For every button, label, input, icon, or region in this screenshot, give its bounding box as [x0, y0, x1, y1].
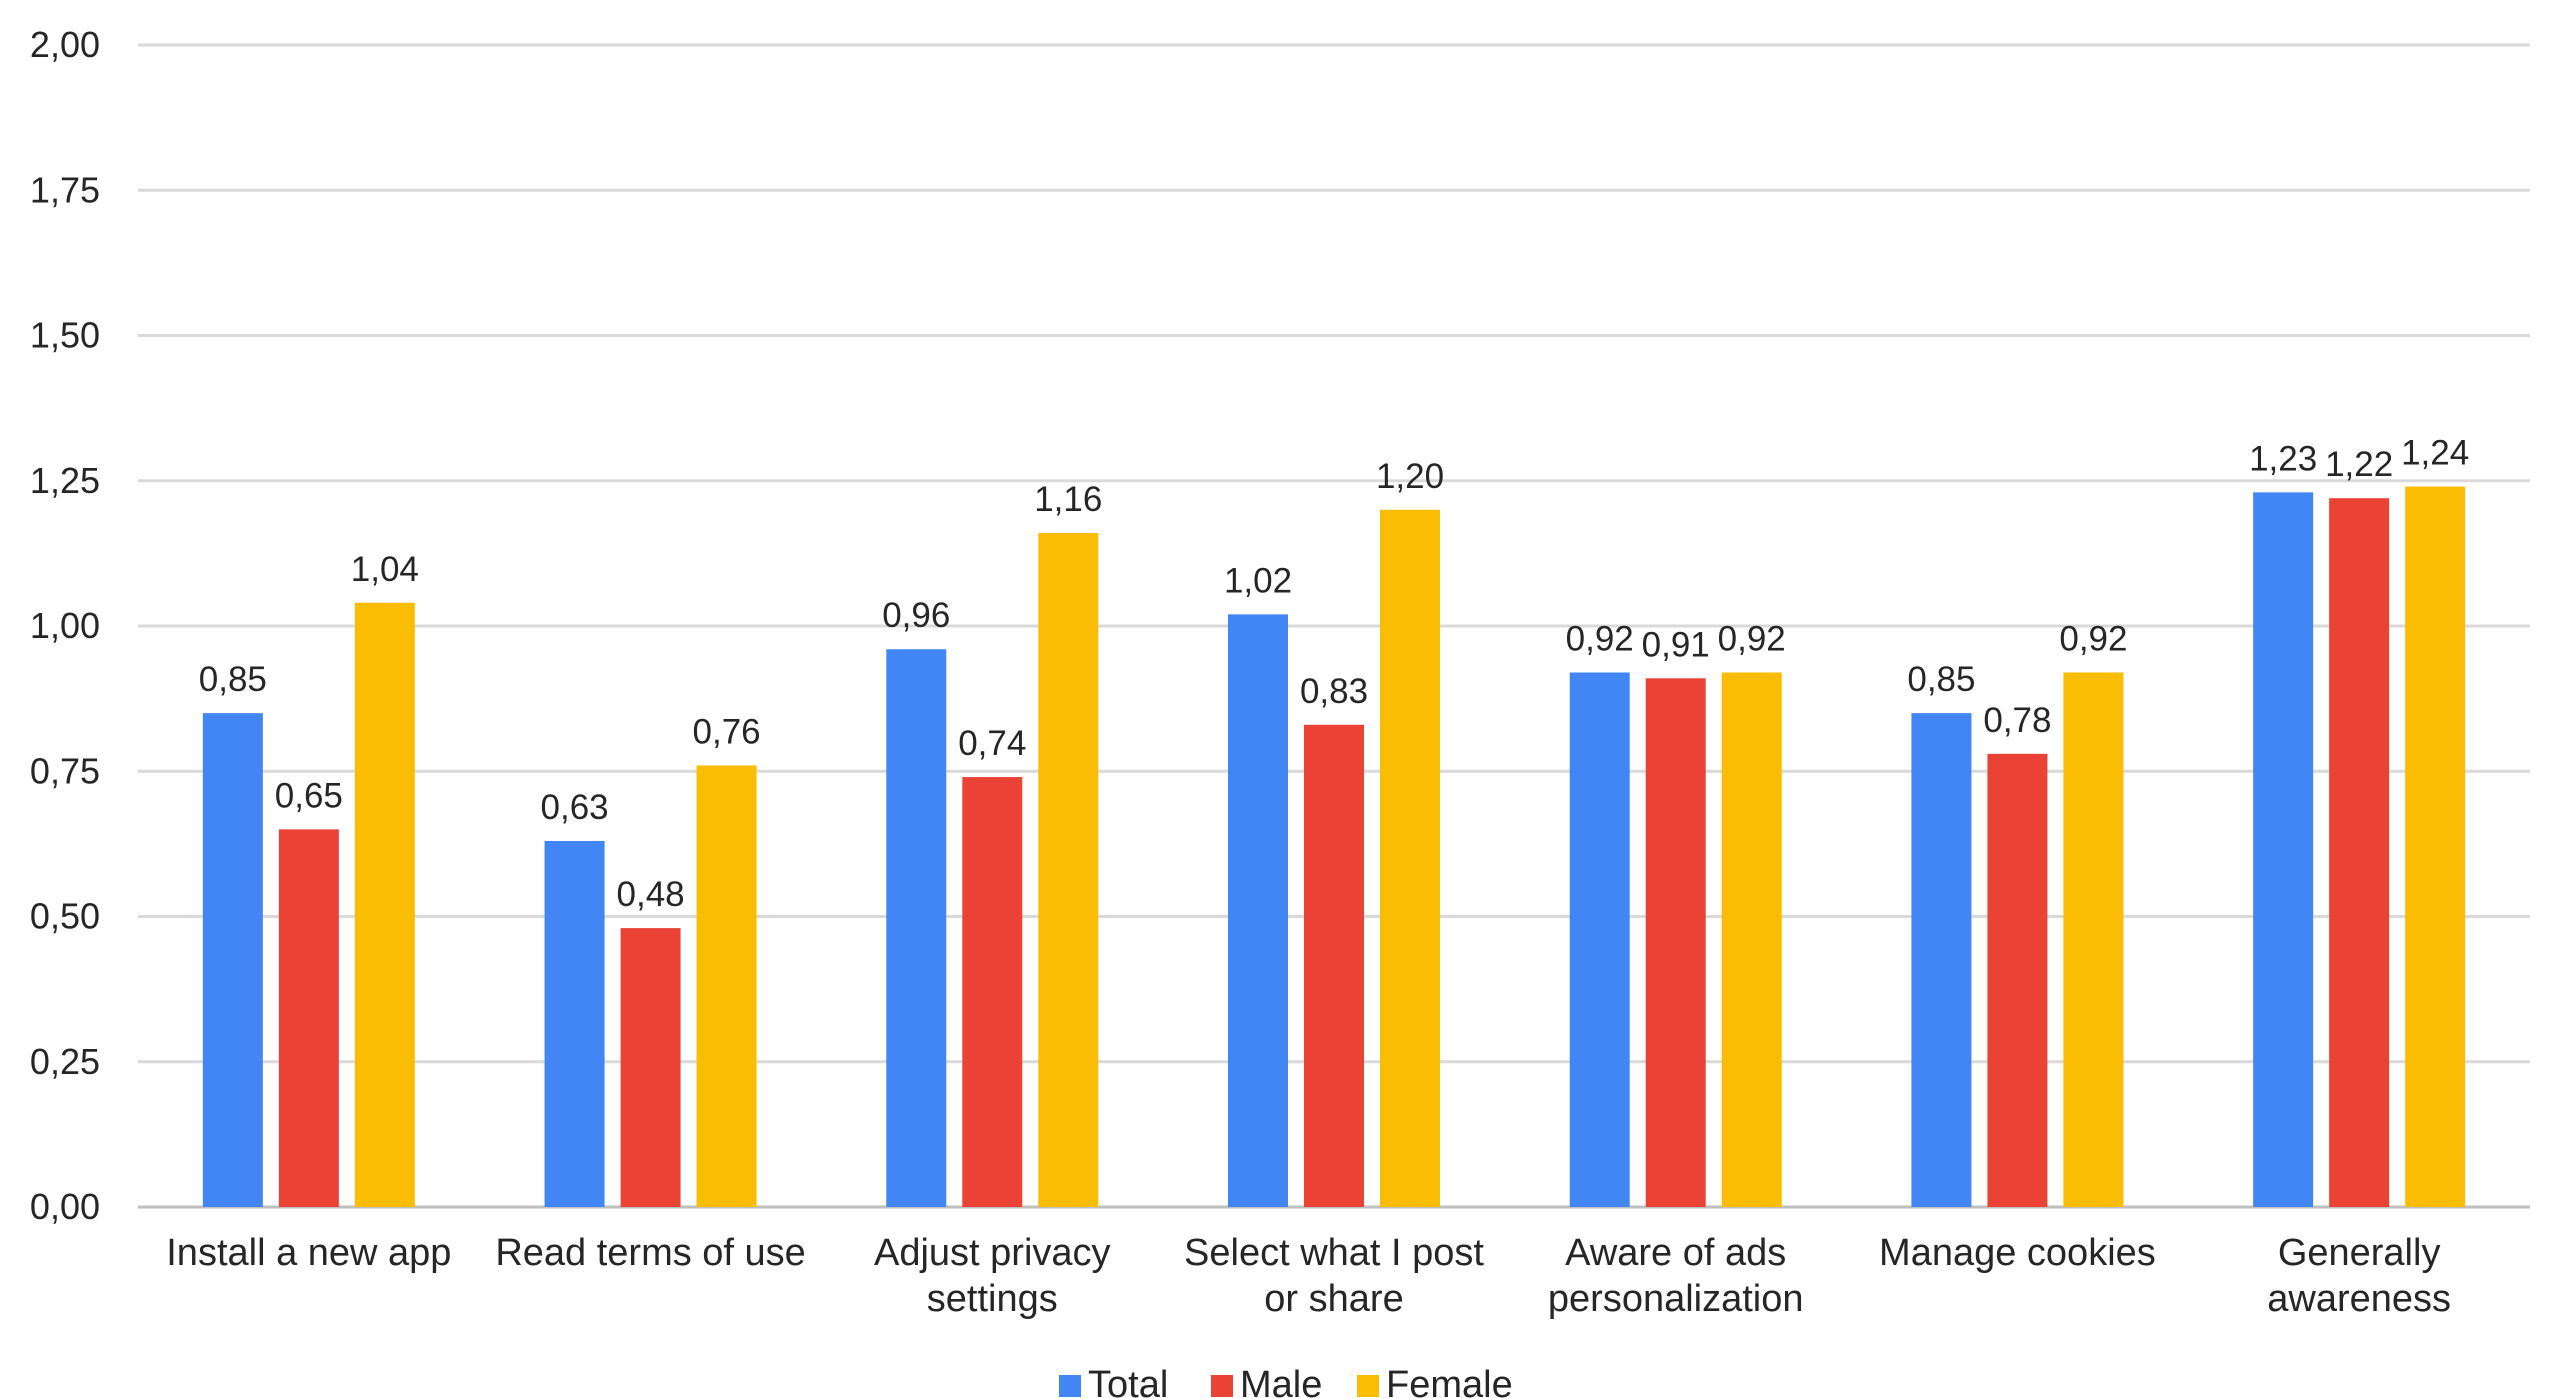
data-label: 0,63 — [541, 788, 609, 827]
bar-total[interactable] — [1228, 614, 1288, 1207]
data-label: 0,76 — [693, 712, 761, 751]
bar-female[interactable] — [1721, 672, 1782, 1207]
bar-total[interactable] — [1911, 713, 1972, 1207]
legend-swatch — [1357, 1375, 1379, 1397]
bars — [202, 486, 2466, 1207]
data-label: 0,83 — [1300, 672, 1368, 711]
bar-female[interactable] — [696, 765, 757, 1207]
x-tick-label: settings — [927, 1278, 1058, 1320]
y-tick-label: 0,00 — [30, 1186, 100, 1227]
data-label: 1,02 — [1224, 561, 1292, 600]
data-label: 0,74 — [958, 724, 1026, 763]
data-label: 0,78 — [1983, 701, 2051, 740]
x-tick-label: or share — [1264, 1278, 1403, 1320]
data-label: 0,85 — [199, 660, 267, 699]
x-tick-label: awareness — [2267, 1278, 2451, 1320]
data-label: 0,92 — [2059, 619, 2127, 658]
data-label: 0,48 — [617, 875, 685, 914]
bar-total[interactable] — [1569, 672, 1630, 1207]
gridlines — [138, 43, 2530, 1209]
data-label: 0,96 — [882, 596, 950, 635]
data-label: 1,20 — [1376, 457, 1444, 496]
x-tick-label: Select what I post — [1184, 1232, 1484, 1274]
bar-female[interactable] — [354, 602, 415, 1207]
data-label: 1,23 — [2249, 439, 2317, 478]
bar-female[interactable] — [1380, 509, 1440, 1207]
legend-item-male[interactable]: Male — [1211, 1364, 1322, 1398]
legend[interactable]: Total Male Female — [1059, 1364, 1513, 1398]
data-label: 0,92 — [1718, 619, 1786, 658]
bar-male[interactable] — [962, 777, 1023, 1207]
data-label: 1,16 — [1034, 480, 1102, 519]
x-tick-label: Install a new app — [166, 1232, 451, 1274]
data-labels: 0,85 0,65 1,04 0,63 0,48 0,76 0,96 0,74 1,16 1,02… — [199, 434, 2469, 915]
legend-item-total[interactable]: Total — [1059, 1364, 1168, 1398]
y-tick-label: 2,00 — [30, 24, 100, 65]
data-label: 1,22 — [2325, 445, 2393, 484]
x-tick-label: Aware of ads — [1565, 1232, 1786, 1274]
x-tick-label: Adjust privacy — [874, 1232, 1111, 1274]
x-tick-label: Manage cookies — [1879, 1232, 2156, 1274]
bar-total[interactable] — [2253, 492, 2314, 1207]
legend-item-female[interactable]: Female — [1357, 1364, 1513, 1398]
bar-male[interactable] — [278, 829, 339, 1207]
bar-male[interactable] — [1304, 724, 1364, 1207]
y-tick-label: 1,25 — [30, 460, 100, 501]
bar-female[interactable] — [2063, 672, 2124, 1207]
bar-female[interactable] — [2405, 486, 2466, 1207]
x-axis: Install a new app Read terms of use Adjust… — [166, 1232, 2451, 1320]
y-tick-label: 1,75 — [30, 169, 100, 210]
legend-swatch — [1059, 1375, 1081, 1397]
bar-male[interactable] — [620, 928, 681, 1207]
x-tick-label: Read terms of use — [495, 1232, 805, 1274]
legend-label: Total — [1088, 1364, 1168, 1398]
data-label: 0,65 — [275, 776, 343, 815]
x-tick-label: personalization — [1548, 1278, 1804, 1320]
y-tick-label: 0,75 — [30, 750, 100, 791]
x-tick-label: Generally — [2278, 1232, 2441, 1274]
bar-male[interactable] — [1987, 753, 2048, 1207]
y-tick-label: 0,50 — [30, 896, 100, 937]
y-axis: 0,00 0,25 0,50 0,75 1,00 1,25 1,50 1,75 2,00 — [30, 24, 100, 1227]
data-label: 0,92 — [1566, 619, 1634, 658]
bar-male[interactable] — [2329, 498, 2390, 1207]
data-label: 1,04 — [351, 550, 419, 589]
data-label: 0,85 — [1907, 660, 1975, 699]
y-tick-label: 1,50 — [30, 315, 100, 356]
bar-female[interactable] — [1038, 533, 1099, 1207]
legend-label: Male — [1240, 1364, 1322, 1398]
bar-male[interactable] — [1645, 678, 1706, 1207]
y-tick-label: 0,25 — [30, 1041, 100, 1082]
legend-label: Female — [1386, 1364, 1513, 1398]
data-label: 0,91 — [1642, 625, 1710, 664]
data-label: 1,24 — [2401, 434, 2469, 473]
bar-total[interactable] — [202, 713, 263, 1207]
y-tick-label: 1,00 — [30, 605, 100, 646]
bar-total[interactable] — [544, 840, 605, 1207]
legend-swatch — [1211, 1375, 1233, 1397]
bar-total[interactable] — [886, 649, 947, 1207]
